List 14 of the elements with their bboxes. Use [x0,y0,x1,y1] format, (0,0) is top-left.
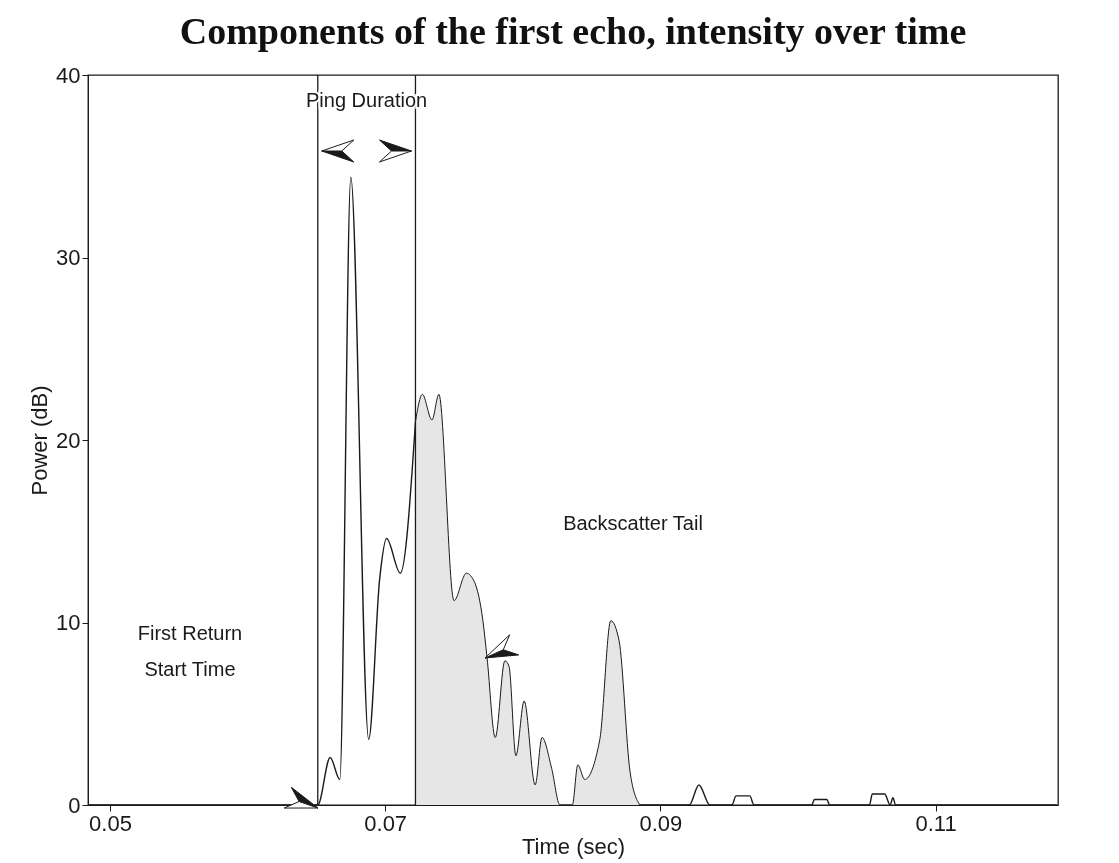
chart-title: Components of the first echo, intensity over time [179,10,967,52]
x-tick-label: 0.05 [89,810,132,836]
y-tick-label: 20 [56,427,81,453]
y-tick-label: 30 [56,245,81,270]
x-tick-label: 0.11 [915,810,957,836]
y-axis-title: Power (dB) [27,385,53,496]
annotation: First Return Start Time [137,622,243,680]
annotation: Backscatter Tail [563,512,703,534]
x-axis-title: Time (sec) [521,833,626,859]
y-tick-label: 0 [68,792,81,818]
y-tick-label: 40 [56,62,81,88]
x-tick-label: 0.07 [364,810,408,836]
y-tick-label: 10 [56,610,81,635]
x-tick-label: 0.09 [639,810,683,836]
